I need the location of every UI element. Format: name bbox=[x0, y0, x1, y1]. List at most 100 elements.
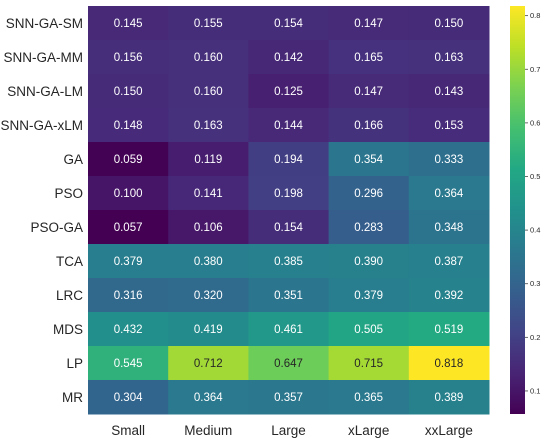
heatmap-cell bbox=[88, 210, 169, 245]
cell-value-label: 0.144 bbox=[274, 120, 303, 132]
cell-value-label: 0.100 bbox=[114, 188, 143, 200]
cell-value-label: 0.148 bbox=[114, 120, 143, 132]
cell-value-label: 0.194 bbox=[274, 154, 303, 166]
cell-value-label: 0.380 bbox=[194, 256, 223, 268]
row-label: MR bbox=[62, 390, 83, 405]
heatmap-cell bbox=[168, 380, 249, 415]
column-label: xLarge bbox=[348, 423, 389, 438]
heatmap-cell bbox=[248, 278, 330, 313]
heatmap-cell bbox=[88, 142, 169, 177]
heatmap-cell bbox=[88, 108, 169, 143]
cell-value-label: 0.385 bbox=[274, 256, 303, 268]
cell-value-label: 0.364 bbox=[194, 392, 223, 404]
heatmap-cell bbox=[248, 244, 330, 279]
heatmap-cell bbox=[248, 380, 330, 415]
cell-value-label: 0.419 bbox=[194, 324, 223, 336]
cell-value-label: 0.160 bbox=[194, 52, 223, 64]
cell-value-label: 0.320 bbox=[194, 290, 223, 302]
cell-value-label: 0.147 bbox=[354, 18, 383, 30]
cell-value-label: 0.304 bbox=[114, 392, 143, 404]
heatmap-cell bbox=[328, 210, 410, 245]
cell-value-label: 0.390 bbox=[354, 256, 383, 268]
heatmap-cell bbox=[408, 74, 490, 109]
heatmap-cell bbox=[408, 278, 490, 313]
heatmap-cell bbox=[248, 74, 330, 109]
cell-value-label: 0.125 bbox=[274, 86, 303, 98]
heatmap-cell bbox=[248, 346, 330, 381]
cell-value-label: 0.106 bbox=[194, 222, 223, 234]
heatmap-cell bbox=[88, 6, 169, 41]
cell-value-label: 0.545 bbox=[114, 358, 143, 370]
cell-value-label: 0.147 bbox=[354, 86, 383, 98]
heatmap-cell bbox=[248, 142, 330, 177]
heatmap-cell bbox=[88, 40, 169, 75]
row-label: PSO-GA bbox=[30, 220, 83, 235]
cell-value-label: 0.392 bbox=[435, 290, 464, 302]
heatmap-cell bbox=[328, 40, 410, 75]
heatmap-cell bbox=[328, 6, 410, 41]
heatmap-cell bbox=[328, 278, 410, 313]
heatmap-cell bbox=[328, 312, 410, 347]
heatmap-cell bbox=[168, 40, 249, 75]
row-label: SNN-GA-LM bbox=[7, 84, 83, 99]
cell-value-label: 0.387 bbox=[435, 256, 464, 268]
row-label: LRC bbox=[56, 288, 83, 303]
colorbar-tick-label: 0.6 bbox=[530, 118, 540, 127]
colorbar-tick-label: 0.5 bbox=[530, 172, 540, 181]
heatmap-cell bbox=[328, 108, 410, 143]
colorbar-tick-label: 0.2 bbox=[530, 333, 540, 342]
heatmap-cell bbox=[328, 176, 410, 211]
heatmap-cell bbox=[408, 6, 490, 41]
heatmap-cell bbox=[88, 380, 169, 415]
heatmap-cell bbox=[88, 74, 169, 109]
heatmap-cell bbox=[88, 176, 169, 211]
colorbar-tick-label: 0.3 bbox=[530, 279, 540, 288]
cell-value-label: 0.505 bbox=[354, 324, 383, 336]
cell-value-label: 0.283 bbox=[354, 222, 383, 234]
cell-value-label: 0.156 bbox=[114, 52, 143, 64]
heatmap-cell bbox=[168, 278, 249, 313]
heatmap-cell bbox=[408, 210, 490, 245]
heatmap-cells: 0.145 0.155 0.154 0.147 0.150 0.156 0.160 0.142… bbox=[88, 6, 490, 415]
heatmap-cell bbox=[88, 346, 169, 381]
cell-value-label: 0.333 bbox=[435, 154, 464, 166]
cell-value-label: 0.163 bbox=[194, 120, 223, 132]
column-label: Large bbox=[271, 423, 306, 438]
heatmap-cell bbox=[408, 108, 490, 143]
heatmap-cell bbox=[408, 380, 490, 415]
heatmap-cell bbox=[328, 380, 410, 415]
heatmap-cell bbox=[248, 108, 330, 143]
cell-value-label: 0.351 bbox=[274, 290, 303, 302]
cell-value-label: 0.057 bbox=[114, 222, 143, 234]
row-label: SNN-GA-SM bbox=[6, 16, 83, 31]
colorbar-tick-label: 0.8 bbox=[530, 11, 540, 20]
cell-value-label: 0.296 bbox=[354, 188, 383, 200]
cell-value-label: 0.119 bbox=[194, 154, 222, 166]
heatmap-cell bbox=[248, 40, 330, 75]
heatmap-cell bbox=[328, 142, 410, 177]
cell-value-label: 0.379 bbox=[114, 256, 143, 268]
cell-value-label: 0.354 bbox=[354, 154, 383, 166]
cell-value-label: 0.364 bbox=[435, 188, 464, 200]
cell-value-label: 0.154 bbox=[274, 222, 303, 234]
column-labels: Small Medium Large xLarge xxLarge bbox=[111, 423, 473, 438]
cell-value-label: 0.461 bbox=[274, 324, 303, 336]
heatmap-cell bbox=[248, 312, 330, 347]
cell-value-label: 0.712 bbox=[194, 358, 223, 370]
row-labels: SNN-GA-SM SNN-GA-MM SNN-GA-LM SNN-GA-xLM GA P… bbox=[0, 16, 83, 405]
cell-value-label: 0.647 bbox=[274, 358, 303, 370]
heatmap-cell bbox=[328, 244, 410, 279]
row-label: TCA bbox=[56, 254, 83, 269]
colorbar-tick-label: 0.4 bbox=[530, 226, 540, 235]
colorbar-tick-label: 0.1 bbox=[530, 386, 540, 395]
cell-value-label: 0.316 bbox=[114, 290, 143, 302]
row-label: MDS bbox=[53, 322, 83, 337]
cell-value-label: 0.153 bbox=[435, 120, 464, 132]
cell-value-label: 0.818 bbox=[435, 358, 464, 370]
heatmap-cell bbox=[88, 312, 169, 347]
cell-value-label: 0.163 bbox=[435, 52, 464, 64]
heatmap-cell bbox=[168, 312, 249, 347]
cell-value-label: 0.141 bbox=[194, 188, 223, 200]
column-label: Small bbox=[111, 423, 145, 438]
heatmap-cell bbox=[168, 6, 249, 41]
